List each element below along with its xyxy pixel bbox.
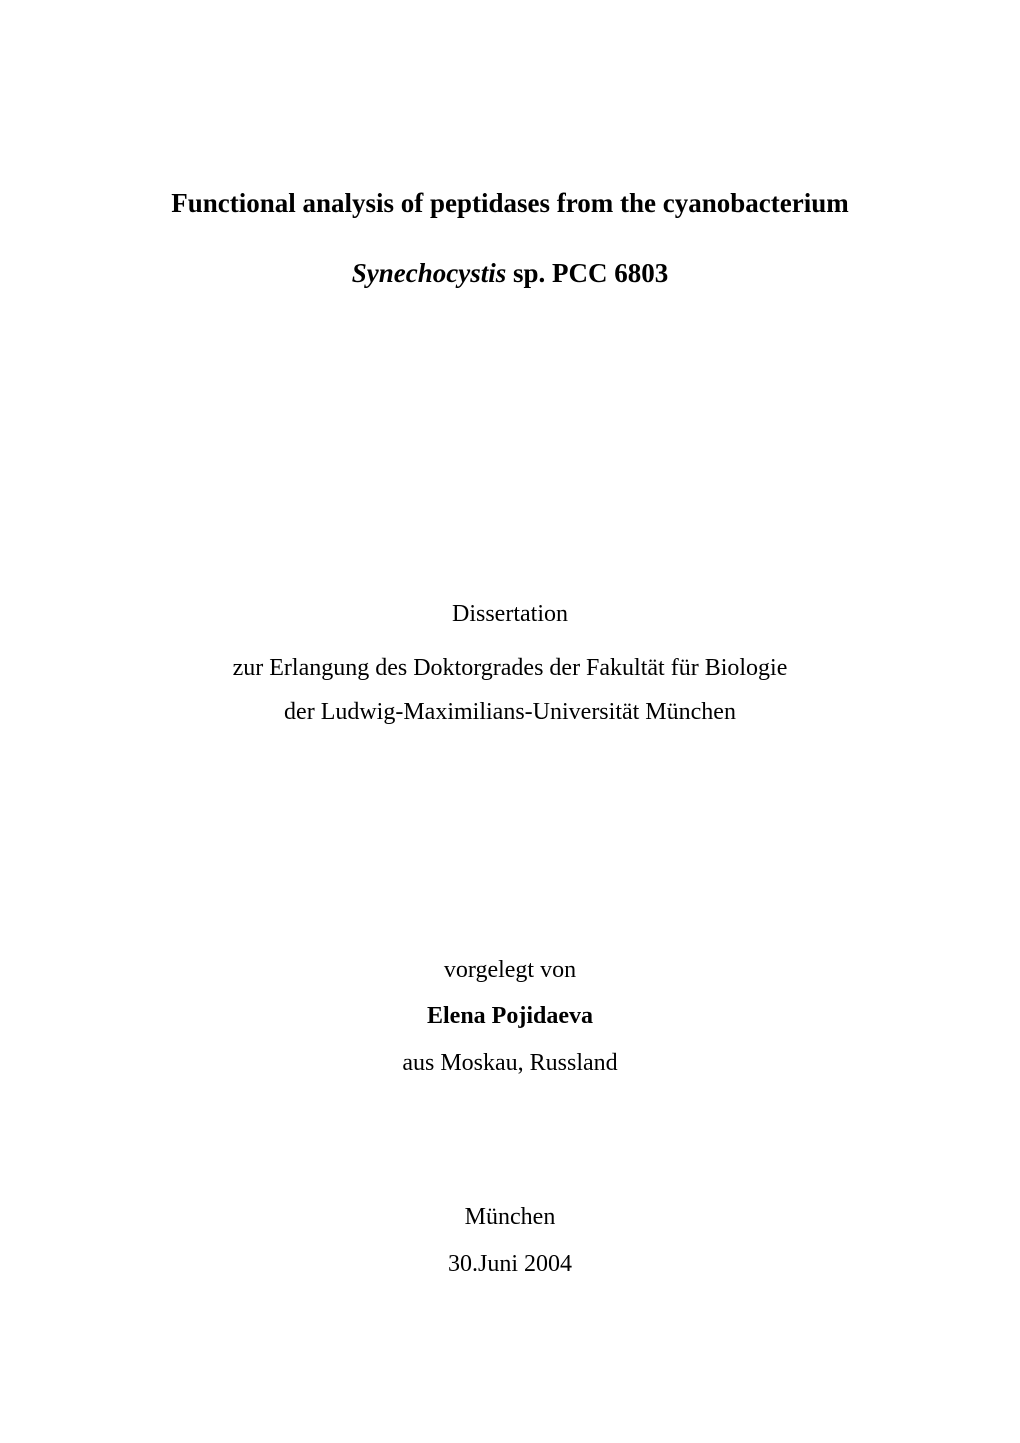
title-species-strain: sp. PCC 6803	[506, 258, 668, 288]
author-name: Elena Pojidaeva	[120, 996, 900, 1037]
author-block: vorgelegt von Elena Pojidaeva aus Moskau…	[120, 950, 900, 1084]
submission-date: 30.Juni 2004	[120, 1243, 900, 1286]
dissertation-label: Dissertation	[120, 593, 900, 636]
title-italic-genus: Synechocystis	[352, 258, 507, 288]
title-line-2: Synechocystis sp. PCC 6803	[120, 255, 900, 293]
dissertation-purpose-line-2: der Ludwig-Maximilians-Universität Münch…	[120, 690, 900, 734]
title-block: Functional analysis of peptidases from t…	[120, 185, 900, 293]
dissertation-purpose-line-1: zur Erlangung des Doktorgrades der Fakul…	[120, 646, 900, 690]
dissertation-block: Dissertation zur Erlangung des Doktorgra…	[120, 593, 900, 735]
location-city: München	[120, 1196, 900, 1239]
author-origin: aus Moskau, Russland	[120, 1043, 900, 1084]
location-date-block: München 30.Juni 2004	[120, 1196, 900, 1286]
presented-by-label: vorgelegt von	[120, 950, 900, 991]
title-page: Functional analysis of peptidases from t…	[0, 0, 1020, 1443]
title-line-1: Functional analysis of peptidases from t…	[120, 185, 900, 223]
